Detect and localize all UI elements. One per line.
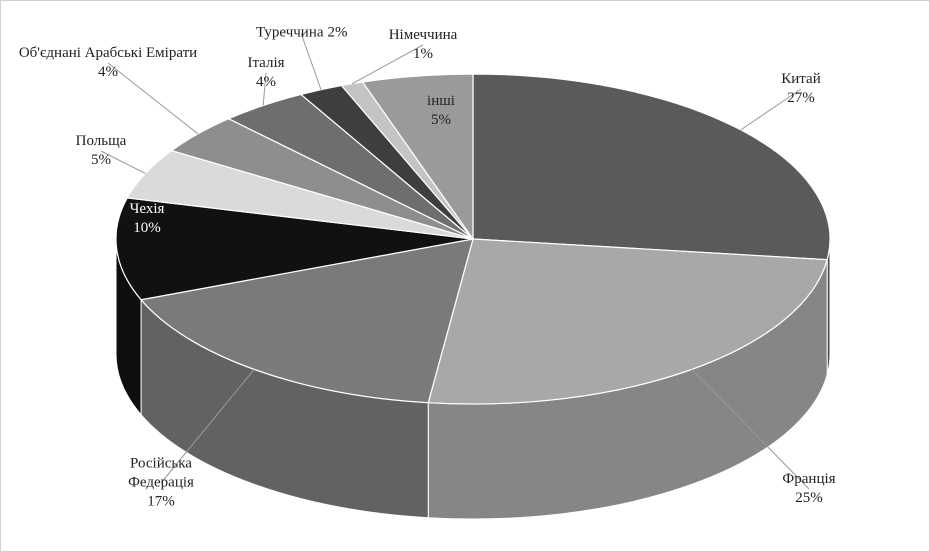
category-label: Польща	[75, 133, 127, 149]
data-label: Об'єднані Арабські Емірати 4%	[8, 44, 208, 82]
slice	[139, 238, 474, 404]
leader-line	[691, 369, 810, 490]
data-label: Італія 4%	[231, 54, 301, 92]
category-label: Китай	[781, 71, 821, 87]
leader-line	[107, 62, 199, 135]
value-label: 1%	[413, 46, 433, 62]
data-label: Російська Федерація 17%	[106, 455, 216, 512]
slice	[472, 73, 831, 261]
category-label: Російська Федерація	[128, 455, 194, 491]
slice	[361, 73, 474, 241]
category-label: Чехія	[129, 201, 165, 217]
data-label: Німеччина 1%	[368, 26, 478, 64]
category-label: Франція	[782, 471, 836, 487]
data-label: інші 5%	[411, 92, 471, 130]
value-label: 10%	[133, 220, 161, 236]
slice	[115, 197, 474, 301]
category-label: Туреччина	[256, 24, 324, 41]
category-label: інші	[427, 93, 455, 109]
value-label: 27%	[787, 90, 815, 106]
value-label: 17%	[147, 493, 175, 510]
leader-line	[100, 150, 146, 174]
value-label: 5%	[91, 152, 111, 168]
value-label: 4%	[98, 64, 118, 80]
value-label: 5%	[431, 112, 451, 128]
leader-line	[160, 369, 255, 484]
value-label: 25%	[795, 490, 823, 506]
data-label: Китай 27%	[756, 70, 846, 108]
leader-line	[351, 44, 424, 85]
data-label: Чехія 10%	[107, 200, 187, 238]
data-label: Польща 5%	[56, 132, 146, 170]
leader-line	[262, 72, 267, 106]
category-label: Італія	[247, 55, 285, 71]
value-label: 4%	[256, 74, 276, 90]
value-label: 2%	[327, 24, 348, 41]
category-label: Об'єднані Арабські Емірати	[18, 45, 198, 61]
category-label: Німеччина	[388, 27, 458, 43]
leader-line	[740, 88, 802, 131]
data-label: Туреччина 2%	[256, 24, 348, 43]
leader-line	[300, 32, 322, 90]
data-label: Франція 25%	[764, 470, 854, 508]
